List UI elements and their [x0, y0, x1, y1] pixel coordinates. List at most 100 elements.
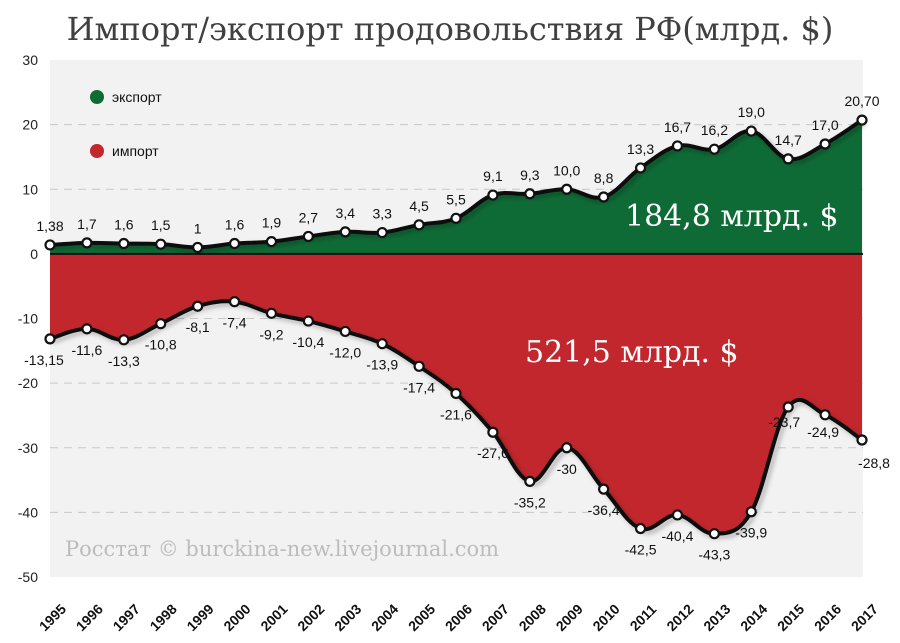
data-point: [487, 189, 499, 201]
data-point: [118, 334, 130, 346]
export-value-label: 1: [194, 220, 202, 236]
data-point: [228, 296, 241, 308]
import-value-label: -42,5: [625, 542, 657, 558]
export-value-label: 19,0: [738, 104, 765, 120]
data-point: [819, 409, 831, 421]
import-value-label: -13,9: [366, 357, 398, 373]
data-labels: 1,38 1,7 1,6 1,5 1 1,6 1,9 2,7 3,4 3,3 4,5 5,5 9,1 9,…: [24, 93, 890, 563]
y-tick-label: 0: [30, 246, 38, 262]
data-point: [671, 140, 684, 152]
export-value-label: 1,7: [77, 216, 97, 232]
legend-swatch-export: [90, 90, 104, 104]
import-value-label: -17,4: [403, 379, 435, 395]
areas: [50, 120, 862, 534]
x-tick-label: 2016: [811, 601, 844, 634]
export-value-label: 1,6: [114, 217, 134, 233]
data-point: [376, 338, 388, 350]
import-value-label: -39,9: [735, 525, 767, 541]
data-point: [192, 241, 204, 254]
export-value-label: 9,3: [520, 167, 540, 183]
x-tick-label: 2014: [737, 601, 770, 634]
data-point: [487, 426, 499, 438]
data-point: [598, 483, 610, 495]
export-value-label: 16,7: [664, 119, 691, 135]
data-point: [118, 237, 130, 250]
x-tick-label: 2006: [442, 601, 475, 634]
data-point: [44, 333, 56, 345]
data-point: [819, 138, 831, 150]
source-watermark: Росстат © burckina-new.livejournal.com: [65, 537, 499, 561]
data-point: [450, 212, 462, 224]
x-tick-label: 2009: [553, 601, 586, 634]
data-point: [265, 307, 278, 319]
area-export: [50, 120, 862, 254]
x-tick-label: 2012: [663, 601, 696, 634]
data-point: [81, 323, 93, 335]
export-value-label: 3,3: [372, 206, 392, 222]
export-value-label: 3,4: [336, 205, 356, 221]
data-point: [44, 239, 56, 251]
data-point: [856, 114, 868, 126]
import-value-label: -9,2: [259, 326, 283, 342]
x-tick-label: 2017: [848, 601, 881, 634]
area-import: [50, 253, 862, 534]
export-value-label: 16,2: [701, 122, 728, 138]
x-tick-label: 2001: [257, 601, 290, 634]
data-point: [376, 226, 388, 239]
import-value-label: -27,6: [477, 445, 509, 461]
data-point: [634, 522, 647, 535]
export-value-label: 13,3: [627, 141, 654, 157]
x-tick-label: 1998: [147, 601, 180, 634]
import-total-annotation: 521,5 млрд. $: [525, 335, 739, 370]
import-value-label: -10,8: [145, 337, 177, 353]
data-point: [302, 315, 314, 327]
data-point: [561, 183, 573, 195]
export-value-label: 1,5: [151, 217, 171, 233]
export-value-label: 5,5: [446, 191, 466, 207]
data-point: [782, 153, 794, 165]
data-point: [745, 125, 757, 137]
import-value-label: -43,3: [698, 547, 730, 563]
x-tick-label: 1997: [110, 601, 143, 634]
export-total-annotation: 184,8 млрд. $: [625, 199, 839, 234]
export-value-label: 9,1: [483, 168, 503, 184]
import-value-label: -8,1: [186, 319, 210, 335]
data-point: [302, 230, 314, 243]
import-value-label: -35,2: [514, 494, 546, 510]
legend-swatch-import: [90, 144, 104, 158]
legend-label-export: экспорт: [112, 89, 162, 105]
x-tick-label: 2015: [774, 601, 807, 634]
data-point: [155, 318, 167, 330]
data-point: [265, 235, 278, 248]
x-tick-label: 1995: [36, 601, 69, 634]
data-point: [450, 387, 462, 400]
import-value-label: -7,4: [222, 315, 246, 331]
legend: экспорт импорт: [90, 89, 162, 159]
export-value-label: 8,8: [594, 170, 614, 186]
data-point: [671, 509, 684, 521]
data-points: [44, 114, 868, 540]
y-tick-label: 10: [22, 181, 38, 197]
import-value-label: -10,4: [292, 334, 324, 350]
import-value-label: -28,8: [858, 455, 890, 471]
export-value-label: 10,0: [553, 162, 580, 178]
data-point: [155, 238, 167, 250]
import-value-label: -24,9: [807, 424, 839, 440]
legend-label-import: импорт: [112, 143, 159, 159]
export-value-label: 14,7: [775, 132, 802, 148]
data-point: [708, 143, 720, 155]
chart-title: Импорт/экспорт продовольствия РФ(млрд. $…: [67, 10, 834, 48]
x-tick-label: 2007: [479, 601, 512, 634]
data-point: [228, 237, 241, 250]
y-tick-label: -10: [18, 311, 38, 327]
data-point: [339, 226, 351, 238]
data-point: [598, 191, 610, 203]
data-point: [413, 219, 425, 231]
x-tick-label: 1999: [183, 601, 216, 634]
import-value-label: -11,6: [71, 342, 102, 358]
y-tick-label: 30: [22, 52, 38, 68]
x-tick-label: 2010: [589, 601, 622, 634]
import-value-label: -13,3: [108, 353, 140, 369]
y-tick-label: 20: [22, 117, 38, 133]
y-tick-label: -40: [18, 504, 38, 520]
